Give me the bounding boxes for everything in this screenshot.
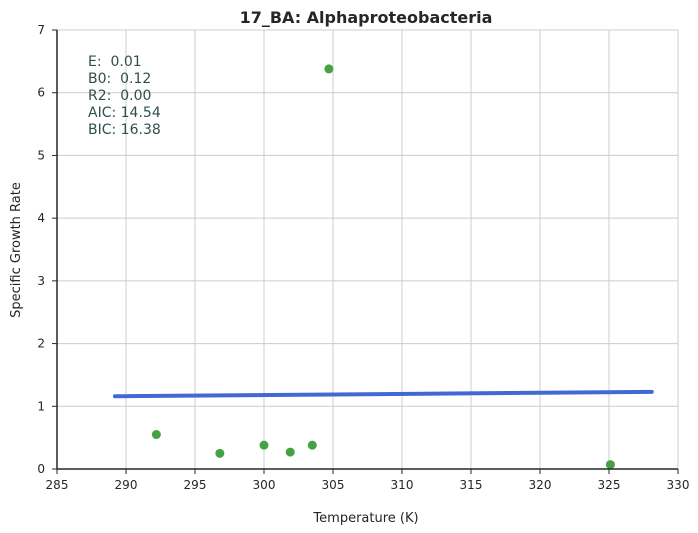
data-points <box>151 64 615 470</box>
x-tick-label: 300 <box>253 478 276 492</box>
x-tick-label: 305 <box>322 478 345 492</box>
chart-title: 17_BA: Alphaproteobacteria <box>240 8 493 27</box>
data-point <box>151 430 161 440</box>
x-tick-label: 315 <box>460 478 483 492</box>
y-tick-label: 1 <box>37 399 45 413</box>
fit-stat-line: B0: 0.12 <box>88 71 151 87</box>
y-tick-label: 3 <box>37 274 45 288</box>
fit-line <box>112 389 654 399</box>
x-tick-label: 310 <box>391 478 414 492</box>
y-tick-label: 5 <box>37 148 45 162</box>
x-tick-label: 330 <box>667 478 690 492</box>
y-axis-label: Specific Growth Rate <box>9 182 24 318</box>
x-tick-label: 285 <box>46 478 69 492</box>
fit-line-layer <box>112 389 654 399</box>
x-axis-ticks: 285 290 295 300 305 310 315 320 325 330 <box>46 469 690 492</box>
x-axis-label: Temperature (K) <box>312 511 418 526</box>
x-tick-label: 290 <box>115 478 138 492</box>
data-point <box>324 64 334 74</box>
y-tick-label: 2 <box>37 337 45 351</box>
data-point <box>215 448 225 458</box>
data-point <box>285 447 295 457</box>
fit-stat-line: AIC: 14.54 <box>88 105 161 121</box>
fit-stat-line: R2: 0.00 <box>88 88 151 104</box>
y-tick-label: 7 <box>37 23 45 37</box>
x-tick-label: 320 <box>529 478 552 492</box>
y-tick-label: 0 <box>37 462 45 476</box>
x-tick-label: 295 <box>184 478 207 492</box>
data-point <box>605 460 615 470</box>
y-axis-ticks: 0 1 2 3 4 5 6 7 <box>37 23 57 476</box>
axes <box>56 30 678 470</box>
y-tick-label: 4 <box>37 211 45 225</box>
fit-stat-line: BIC: 16.38 <box>88 122 161 138</box>
y-tick-label: 6 <box>37 86 45 100</box>
fit-stat-line: E: 0.01 <box>88 54 142 70</box>
x-tick-label: 325 <box>598 478 621 492</box>
data-point <box>307 440 317 450</box>
grid-lines <box>57 29 679 469</box>
data-point <box>259 440 269 450</box>
